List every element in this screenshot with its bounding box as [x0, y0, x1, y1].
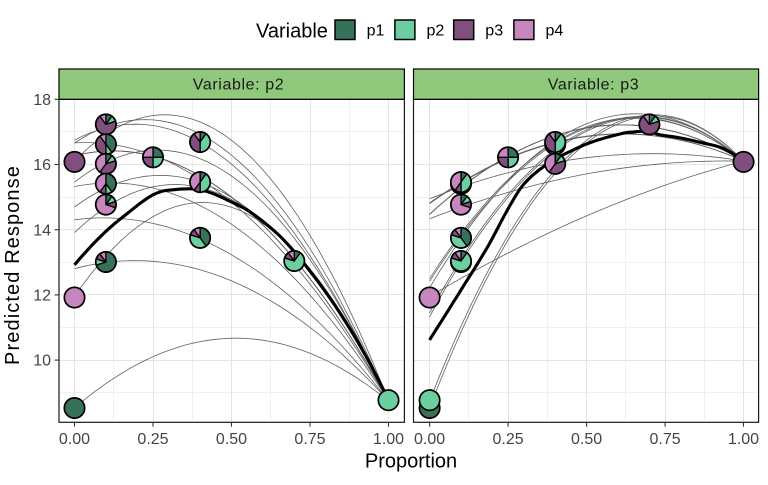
svg-text:16: 16 [33, 157, 51, 174]
svg-text:0.00: 0.00 [59, 431, 90, 448]
svg-text:p1: p1 [367, 23, 385, 40]
svg-text:p3: p3 [485, 23, 503, 40]
svg-text:0.50: 0.50 [216, 431, 247, 448]
svg-text:0.00: 0.00 [414, 431, 445, 448]
svg-text:Variable: p2: Variable: p2 [193, 77, 284, 94]
svg-text:0.25: 0.25 [137, 431, 168, 448]
svg-text:Variable: Variable [256, 21, 328, 43]
svg-text:p2: p2 [427, 23, 445, 40]
svg-text:1.00: 1.00 [373, 431, 404, 448]
svg-text:Predicted Response: Predicted Response [2, 165, 24, 365]
svg-text:Proportion: Proportion [365, 451, 457, 473]
svg-text:18: 18 [33, 92, 51, 109]
svg-text:1.00: 1.00 [728, 431, 759, 448]
svg-text:14: 14 [33, 222, 51, 239]
svg-text:0.50: 0.50 [571, 431, 602, 448]
svg-text:0.25: 0.25 [493, 431, 524, 448]
svg-text:Variable: p3: Variable: p3 [548, 77, 639, 94]
svg-text:10: 10 [33, 353, 51, 370]
svg-text:p4: p4 [546, 23, 564, 40]
svg-text:0.75: 0.75 [294, 431, 325, 448]
svg-text:12: 12 [33, 288, 51, 305]
svg-text:0.75: 0.75 [650, 431, 681, 448]
